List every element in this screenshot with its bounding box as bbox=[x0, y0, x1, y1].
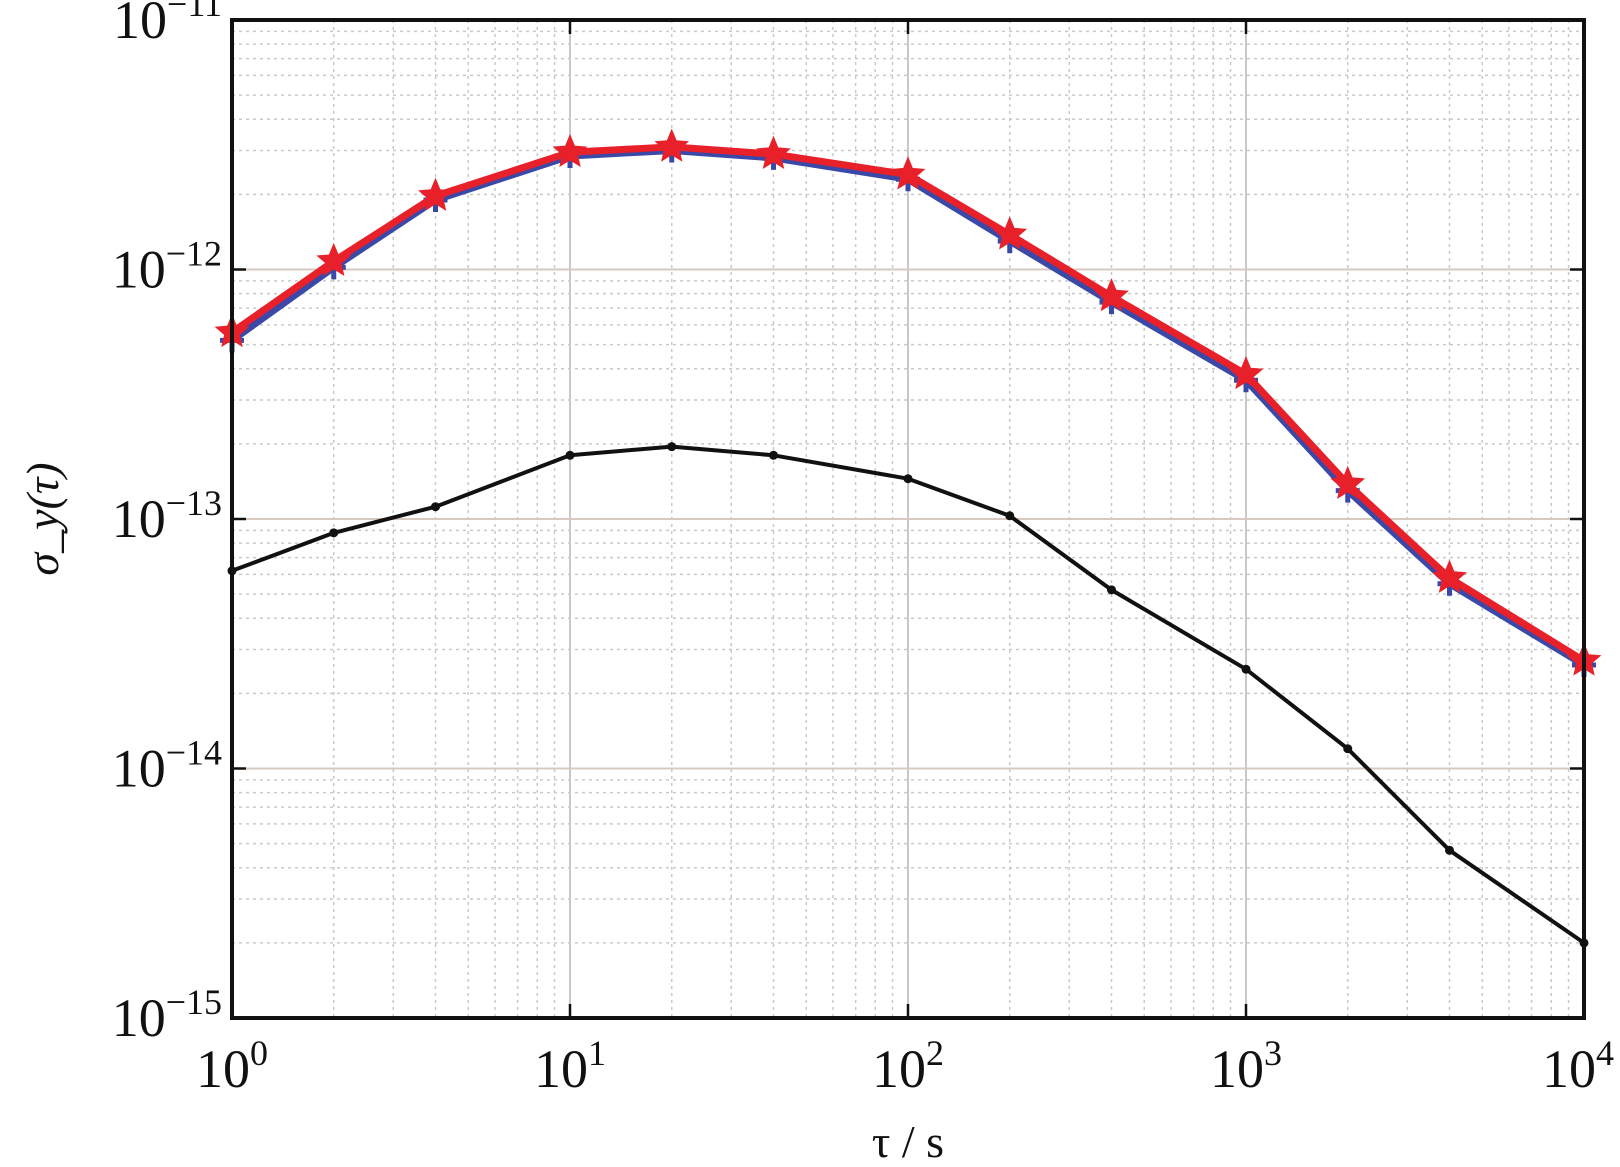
x-tick-label: 103 bbox=[1210, 1033, 1282, 1099]
y-tick-label: 10−11 bbox=[113, 0, 222, 50]
dot-marker bbox=[667, 442, 677, 452]
dot-marker bbox=[903, 474, 913, 484]
star-marker bbox=[1228, 355, 1264, 390]
star-marker bbox=[552, 134, 588, 168]
x-tick-label: 100 bbox=[196, 1033, 268, 1099]
dot-marker bbox=[329, 528, 339, 538]
dot-marker bbox=[1241, 664, 1251, 674]
series-2 bbox=[227, 442, 1589, 948]
dot-marker bbox=[1005, 511, 1015, 521]
x-tick-label: 102 bbox=[872, 1033, 944, 1099]
star-marker bbox=[1330, 465, 1366, 499]
axis-ticks bbox=[230, 18, 1586, 1020]
dot-marker bbox=[1106, 585, 1116, 595]
y-tick-label: 10−12 bbox=[112, 234, 222, 300]
star-marker bbox=[1432, 559, 1467, 593]
y-tick-label: 10−13 bbox=[112, 483, 222, 549]
star-marker bbox=[654, 128, 690, 162]
data-series bbox=[214, 128, 1602, 948]
star-marker bbox=[316, 242, 352, 276]
star-marker bbox=[890, 156, 926, 190]
y-tick-label: 10−15 bbox=[112, 982, 222, 1048]
dot-marker bbox=[430, 502, 440, 512]
dot-marker bbox=[768, 450, 778, 460]
y-axis-label: σ_y(τ) bbox=[17, 462, 68, 575]
dot-marker bbox=[1444, 845, 1454, 855]
x-axis-label: τ / s bbox=[872, 1116, 944, 1167]
x-tick-label: 104 bbox=[1542, 1033, 1614, 1099]
star-marker bbox=[756, 135, 791, 169]
star-marker bbox=[1094, 278, 1129, 312]
grid-lines bbox=[232, 20, 1584, 1018]
star-marker bbox=[418, 177, 453, 211]
y-tick-labels: 10−15 10−14 10−13 10−12 10−11 bbox=[112, 0, 222, 1048]
star-marker bbox=[992, 216, 1028, 250]
x-tick-label: 101 bbox=[534, 1033, 606, 1099]
dot-marker bbox=[565, 450, 575, 460]
series-1 bbox=[214, 128, 1602, 676]
x-tick-labels: 100 101 102 103 104 bbox=[196, 1033, 1614, 1099]
y-tick-label: 10−14 bbox=[112, 733, 222, 799]
dot-marker bbox=[1343, 744, 1353, 754]
